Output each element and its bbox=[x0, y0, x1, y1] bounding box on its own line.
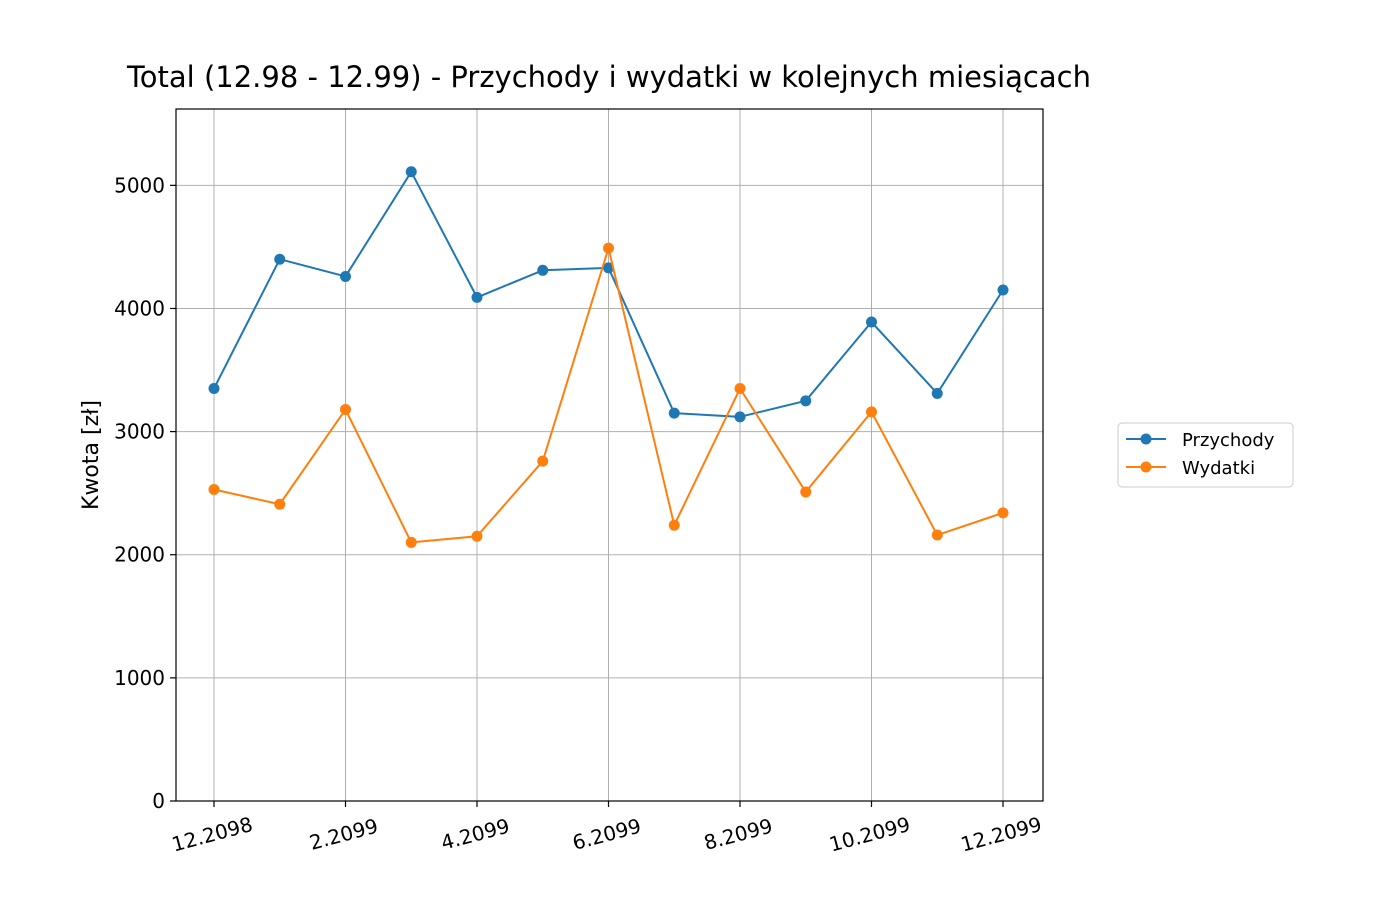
y-tick-label: 0 bbox=[152, 789, 165, 813]
y-tick-label: 3000 bbox=[114, 420, 165, 444]
x-tick-label: 12.2099 bbox=[958, 812, 1044, 857]
data-point-wydatki bbox=[208, 483, 220, 495]
x-tick-label: 2.2099 bbox=[307, 814, 381, 855]
legend-label: Wydatki bbox=[1182, 458, 1255, 479]
plot-frame bbox=[175, 108, 1044, 802]
data-point-wydatki bbox=[931, 529, 943, 541]
data-point-wydatki bbox=[274, 498, 286, 510]
data-point-wydatki bbox=[603, 242, 614, 254]
data-point-wydatki bbox=[668, 519, 680, 531]
y-tick-label: 2000 bbox=[114, 543, 165, 567]
data-point-przychody bbox=[471, 291, 483, 303]
data-point-wydatki bbox=[866, 406, 877, 418]
data-point-przychody bbox=[997, 284, 1009, 296]
data-point-wydatki bbox=[734, 383, 746, 395]
grid bbox=[176, 109, 1043, 802]
x-tick-label: 8.2099 bbox=[701, 814, 775, 855]
legend-label: Przychody bbox=[1182, 430, 1275, 451]
legend: Przychody Wydatki bbox=[1117, 422, 1294, 488]
y-axis-label: Kwota [zł] bbox=[79, 400, 104, 510]
legend-marker bbox=[1140, 433, 1152, 445]
legend-marker bbox=[1140, 461, 1152, 473]
data-point-przychody bbox=[208, 383, 220, 395]
y-tick-label: 1000 bbox=[114, 666, 165, 690]
data-point-przychody bbox=[668, 407, 680, 419]
data-point-przychody bbox=[800, 395, 812, 407]
y-axis: 0 1000 2000 3000 4000 5000 bbox=[114, 173, 176, 813]
data-point-przychody bbox=[931, 387, 943, 399]
y-tick-label: 4000 bbox=[114, 296, 165, 320]
data-point-przychody bbox=[405, 166, 417, 178]
chart-title: Total (12.98 - 12.99) - Przychody i wyda… bbox=[126, 60, 1091, 94]
data-point-wydatki bbox=[471, 530, 483, 542]
data-point-przychody bbox=[340, 270, 351, 282]
x-axis: 12.2098 2.2099 4.2099 6.2099 8.2099 10.2099 12… bbox=[169, 801, 1044, 857]
data-point-wydatki bbox=[537, 455, 549, 467]
data-point-wydatki bbox=[340, 403, 351, 415]
data-point-przychody bbox=[603, 262, 614, 274]
data-point-wydatki bbox=[800, 486, 812, 498]
data-point-przychody bbox=[734, 411, 746, 423]
x-tick-label: 4.2099 bbox=[438, 814, 512, 855]
data-point-wydatki bbox=[405, 536, 417, 548]
x-tick-label: 6.2099 bbox=[570, 814, 644, 855]
series-area bbox=[208, 166, 1009, 548]
x-tick-label: 12.2098 bbox=[169, 812, 255, 857]
y-tick-label: 5000 bbox=[114, 173, 165, 197]
data-point-przychody bbox=[537, 264, 549, 276]
data-point-przychody bbox=[274, 253, 286, 265]
x-tick-label: 10.2099 bbox=[827, 812, 913, 857]
data-point-wydatki bbox=[997, 507, 1009, 519]
data-point-przychody bbox=[866, 316, 877, 328]
